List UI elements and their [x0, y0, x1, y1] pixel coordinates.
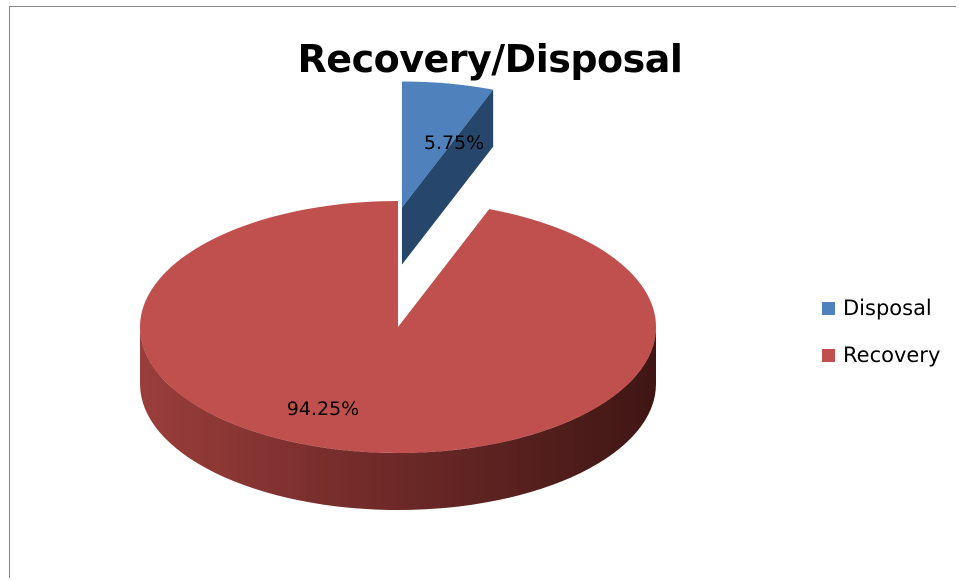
data-label-recovery: 94.25%: [287, 398, 359, 420]
legend-swatch-recovery: [822, 348, 835, 362]
legend-label-disposal: Disposal: [843, 296, 932, 320]
pie-side-recovery: [140, 327, 656, 510]
legend-label-recovery: Recovery: [843, 343, 941, 367]
pie-cut-face-disposal: [401, 89, 494, 265]
chart-title: Recovery/Disposal: [297, 37, 683, 81]
legend-item-disposal: Disposal: [822, 296, 940, 320]
data-label-disposal: 5.75%: [424, 132, 484, 154]
pie-slice-recovery: [139, 201, 657, 453]
legend-swatch-disposal: [822, 301, 835, 315]
legend: Disposal Recovery: [822, 296, 940, 390]
legend-item-recovery: Recovery: [822, 343, 940, 367]
pie-slice-disposal: [401, 81, 494, 208]
